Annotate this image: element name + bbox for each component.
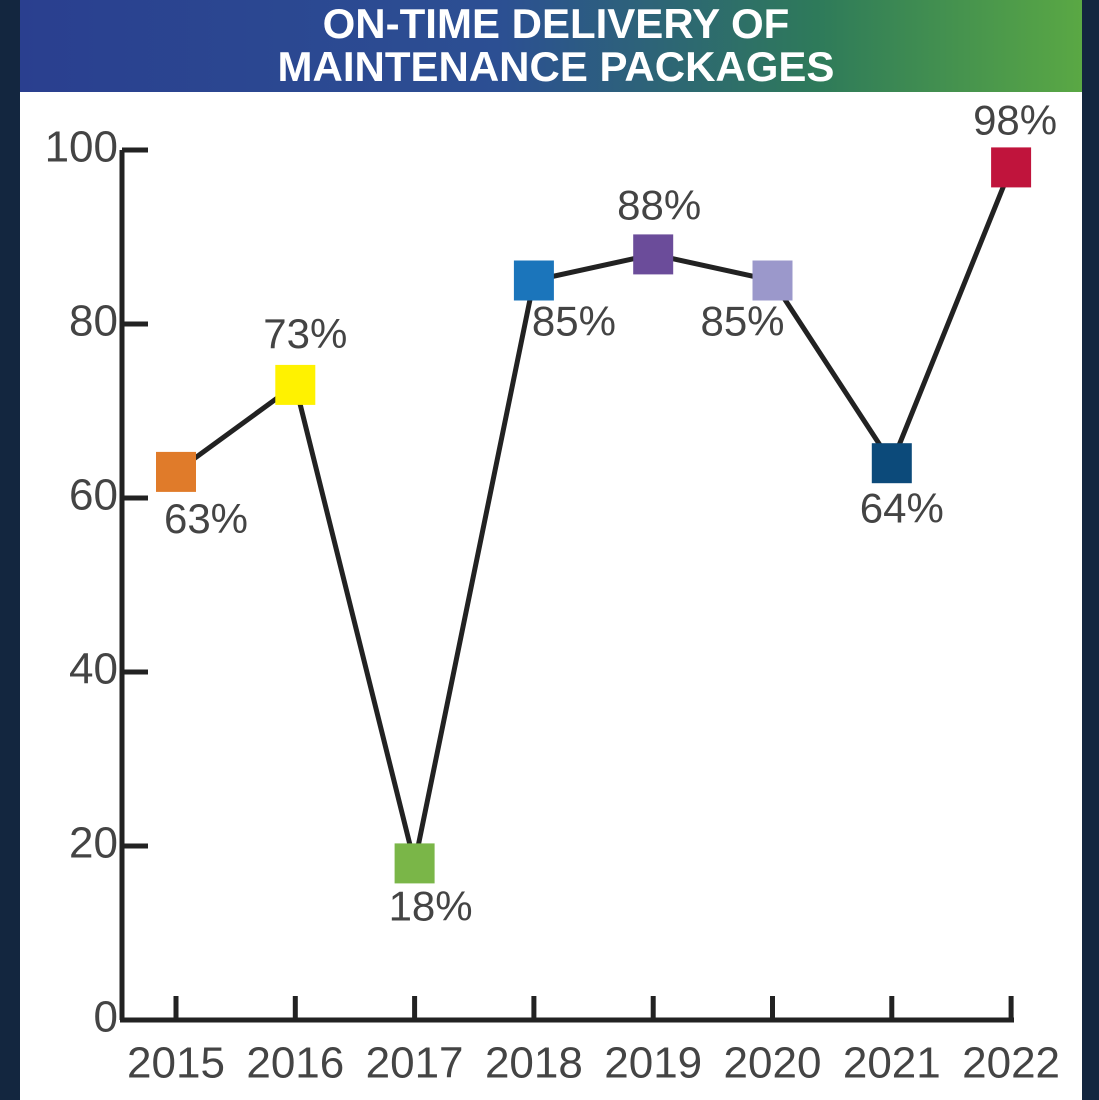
value-label: 85% xyxy=(700,298,784,345)
line xyxy=(174,166,1014,865)
y-tick-label: 20 xyxy=(69,819,118,868)
y-tick-label: 60 xyxy=(69,471,118,520)
chart-title: ON-TIME DELIVERY OF xyxy=(323,0,790,47)
x-tick-label: 2021 xyxy=(843,1039,941,1088)
marker xyxy=(513,260,554,301)
marker xyxy=(991,147,1032,188)
value-label: 73% xyxy=(263,310,347,357)
marker xyxy=(156,451,196,492)
chart-title: MAINTENANCE PACKAGES xyxy=(278,43,835,90)
value-label: 98% xyxy=(973,96,1057,143)
value-label: 63% xyxy=(164,495,248,542)
x-tick-label: 2015 xyxy=(127,1039,225,1088)
plot-panel xyxy=(20,92,1082,1100)
value-label: 88% xyxy=(617,181,701,228)
x-tick-label: 2017 xyxy=(366,1039,464,1088)
y-tick-label: 0 xyxy=(94,993,118,1042)
x-tick-label: 2022 xyxy=(962,1039,1060,1088)
x-tick-label: 2016 xyxy=(246,1039,344,1088)
marker xyxy=(275,364,316,405)
y-tick-label: 100 xyxy=(45,123,118,172)
x-tick-label: 2020 xyxy=(724,1039,822,1088)
x-tick-label: 2018 xyxy=(485,1039,583,1088)
marker xyxy=(752,260,793,301)
x-tick-label: 2019 xyxy=(604,1039,702,1088)
value-label: 85% xyxy=(532,298,616,345)
y-tick-label: 80 xyxy=(69,297,118,346)
value-label: 18% xyxy=(389,882,473,929)
y-tick-label: 40 xyxy=(69,645,118,694)
header-band xyxy=(20,0,1082,92)
value-label: 64% xyxy=(860,484,944,531)
marker xyxy=(633,234,674,275)
marker xyxy=(871,443,912,484)
marker xyxy=(394,843,435,884)
